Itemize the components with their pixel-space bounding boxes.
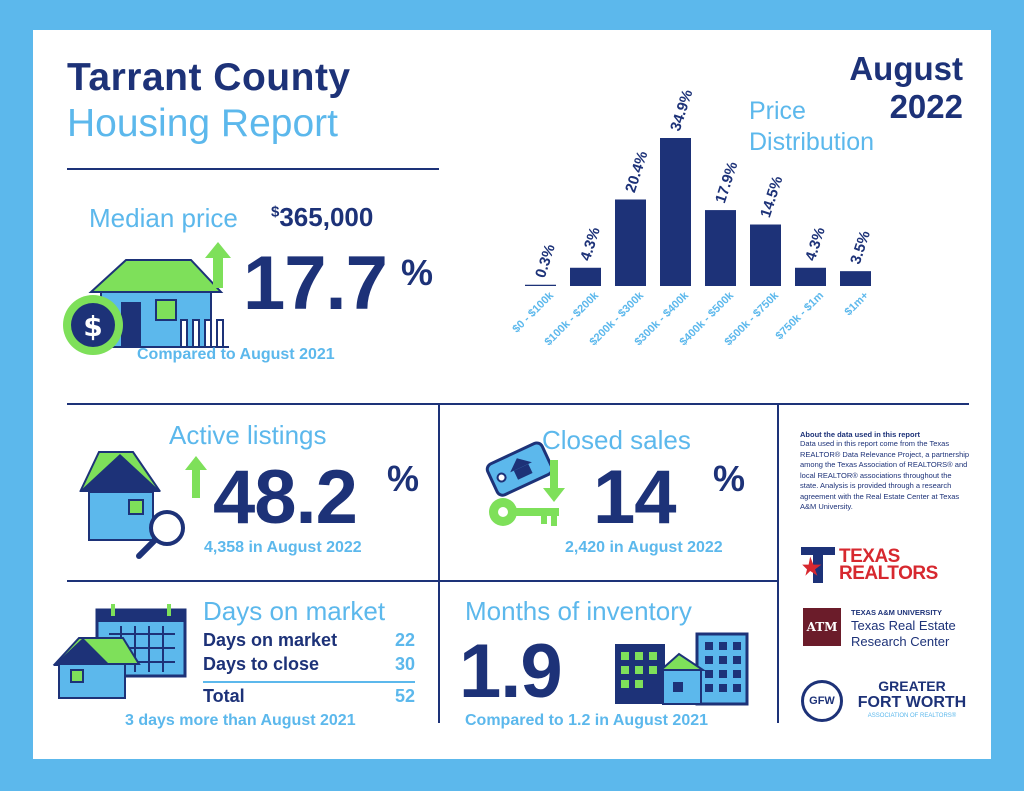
dom-total-value: 52 xyxy=(394,686,415,706)
report-year: 2022 xyxy=(889,88,963,125)
calendar-house-icon xyxy=(52,604,187,699)
texas-realtors-flag-icon xyxy=(801,547,835,583)
days-to-close-value: 30 xyxy=(394,654,415,674)
bar-3 xyxy=(660,138,691,286)
chart-title-line1: Price xyxy=(749,97,806,125)
bar-value-label-5: 14.5% xyxy=(757,174,786,220)
gfw-line3: ASSOCIATION OF REALTORS® xyxy=(867,713,957,719)
key-tag-icon xyxy=(485,441,559,526)
days-on-market-title: Days on market xyxy=(203,596,386,626)
bar-value-label-4: 17.9% xyxy=(712,160,741,206)
texas-realtors-logo: TEXAS REALTORS xyxy=(839,546,938,584)
chart-title: Price Distribution xyxy=(749,96,874,158)
arrow-up-icon xyxy=(205,242,231,288)
section-divider-middle xyxy=(67,580,779,582)
gfw-line2: FORT WORTH xyxy=(857,694,967,711)
buildings-icon xyxy=(615,632,749,706)
report-subtitle: Housing Report xyxy=(67,102,338,145)
house-search-icon xyxy=(79,451,185,559)
section-divider-right xyxy=(777,403,779,723)
currency-symbol: $ xyxy=(271,203,280,221)
report-month: August xyxy=(849,50,963,87)
dom-total-divider xyxy=(203,681,415,683)
bar-value-label-0: 0.3% xyxy=(532,242,559,280)
texas-realtors-line2: REALTORS xyxy=(839,563,938,584)
tamu-center-name: Texas Real Estate Research Center xyxy=(851,618,956,650)
dom-total-label: Total xyxy=(203,686,245,706)
texas-realtors-line1: TEXAS xyxy=(839,546,900,567)
inventory-caption: Compared to 1.2 in August 2021 xyxy=(465,712,709,729)
gfw-line1: GREATER xyxy=(878,678,946,694)
section-divider-center xyxy=(438,403,440,723)
bar-7 xyxy=(840,271,871,286)
gfw-logo-mark: GFW xyxy=(801,680,843,722)
section-divider-top xyxy=(67,403,969,405)
median-price-value: $365,000 xyxy=(271,202,373,233)
active-listings-title: Active listings xyxy=(169,420,327,450)
category-label-7: $1m+ xyxy=(843,290,872,319)
bar-value-label-7: 3.5% xyxy=(847,229,874,267)
tamu-center-line2: Research Center xyxy=(851,634,950,649)
bar-value-label-3: 34.9% xyxy=(667,90,696,133)
inventory-value: 1.9 xyxy=(459,629,563,714)
svg-text:$: $ xyxy=(83,310,102,343)
house-dollar-icon: $ xyxy=(63,259,229,355)
report-title: Tarrant County xyxy=(67,56,351,99)
median-price-amount: 365,000 xyxy=(279,202,374,232)
bar-0 xyxy=(525,284,556,286)
median-percent-sign: % xyxy=(401,252,434,293)
about-heading: About the data used in this report xyxy=(800,430,921,439)
dom-row-value: 22 xyxy=(394,630,415,650)
bar-4 xyxy=(705,210,736,286)
median-price-change: 17.7 xyxy=(243,241,388,326)
tamu-university-name: TEXAS A&M UNIVERSITY xyxy=(851,608,942,617)
closed-percent-sign: % xyxy=(713,458,746,499)
bar-value-label-6: 4.3% xyxy=(802,225,829,263)
active-listings-change: 48.2 xyxy=(213,455,358,540)
dom-row-label: Days on market xyxy=(203,630,338,650)
bar-6 xyxy=(795,267,826,286)
report-period: August 2022 xyxy=(823,50,963,126)
median-caption: Compared to August 2021 xyxy=(137,346,335,363)
median-price-label: Median price xyxy=(89,203,238,233)
closed-sales-caption: 2,420 in August 2022 xyxy=(565,539,723,556)
tamu-logo-mark: ATM xyxy=(803,608,841,646)
tamu-center-line1: Texas Real Estate xyxy=(851,618,956,633)
category-label-0: $0 - $100k xyxy=(510,289,556,335)
category-label-6: $750k - $1m xyxy=(774,289,827,342)
dom-caption: 3 days more than August 2021 xyxy=(125,712,356,729)
active-listings-caption: 4,358 in August 2022 xyxy=(204,539,362,556)
bar-value-label-2: 20.4% xyxy=(622,149,651,195)
arrow-up-icon xyxy=(185,456,207,498)
bar-5 xyxy=(750,224,781,286)
arrow-down-icon xyxy=(543,460,565,502)
bar-1 xyxy=(570,267,601,286)
inventory-title: Months of inventory xyxy=(465,596,692,626)
days-to-close-label: Days to close xyxy=(203,654,320,674)
active-percent-sign: % xyxy=(387,458,420,499)
chart-title-line2: Distribution xyxy=(749,128,875,156)
title-divider xyxy=(67,168,439,170)
bar-value-label-1: 4.3% xyxy=(577,225,604,263)
bar-2 xyxy=(615,199,646,286)
closed-sales-change: 14 xyxy=(593,455,677,540)
about-body: Data used in this report come from the T… xyxy=(800,439,970,511)
gfw-logo: GREATER FORT WORTH ASSOCIATION OF REALTO… xyxy=(849,678,975,721)
closed-sales-title: Closed sales xyxy=(542,425,691,455)
report-card: Tarrant County Housing Report August 202… xyxy=(33,30,991,759)
